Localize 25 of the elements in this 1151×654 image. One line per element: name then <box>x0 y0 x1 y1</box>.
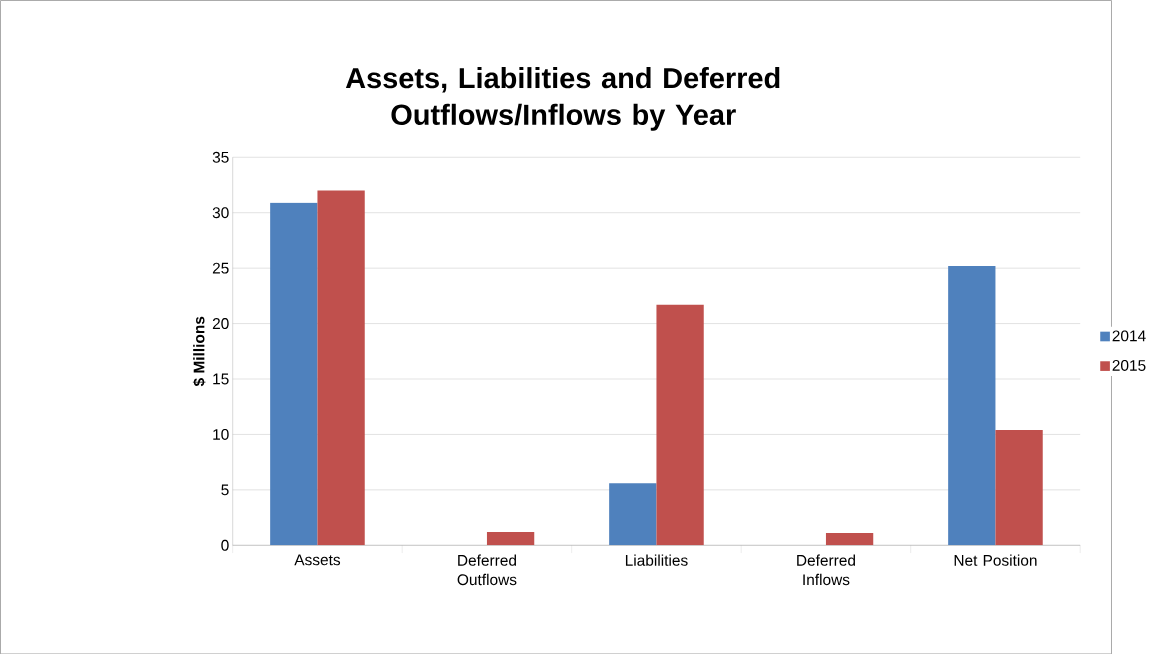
y-tick-label: 15 <box>213 373 229 385</box>
x-tick-label: Net Position <box>954 554 1037 566</box>
y-tick-label: 5 <box>221 484 229 496</box>
y-axis-title: $ Millions <box>192 316 206 387</box>
y-tick-label: 30 <box>212 207 229 218</box>
x-tick-label: Deferred Outflows <box>457 554 517 585</box>
bar <box>948 265 996 546</box>
bar <box>825 532 874 546</box>
bar <box>317 190 365 546</box>
legend-label: 2014 <box>1112 330 1146 342</box>
bar <box>656 304 704 546</box>
y-tick-label: 10 <box>213 428 229 440</box>
bar <box>995 429 1043 546</box>
x-tick-label: Liabilities <box>625 554 688 566</box>
y-tick-label: 20 <box>212 317 229 329</box>
chart-title: Assets, Liabilities and Deferred Outflows/Inflows by Year <box>345 66 780 131</box>
y-tick-label: 35 <box>212 151 229 163</box>
y-tick-label: 0 <box>221 539 229 551</box>
y-tick-label: 25 <box>212 262 229 274</box>
x-tick-label: Deferred Inflows <box>797 554 855 585</box>
bar <box>486 531 535 546</box>
bar <box>270 202 318 546</box>
legend-label: 2015 <box>1112 359 1146 371</box>
bar <box>609 483 657 546</box>
x-tick-label: Assets <box>294 554 341 566</box>
